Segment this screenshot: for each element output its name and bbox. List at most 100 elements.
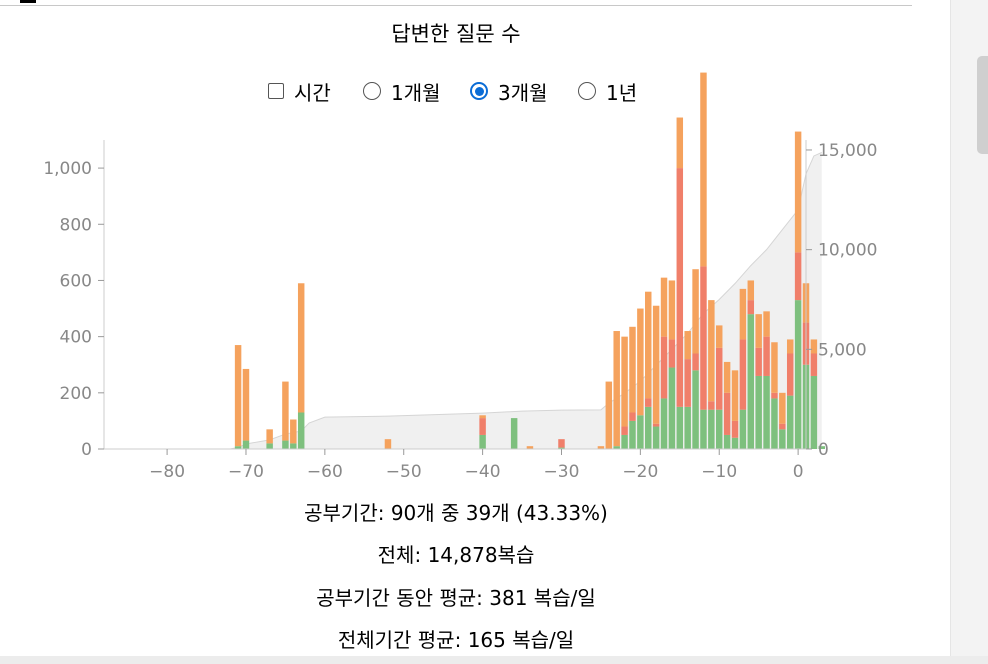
bar-mature [621,434,628,449]
bar-mature [716,409,723,449]
bar-mature [786,395,794,449]
x-tick-label: −80 [149,462,185,482]
radio-circle[interactable] [363,82,381,100]
bar-young [290,419,297,444]
bar-learning [558,439,565,448]
bar-mature [771,398,778,449]
bar-mature [652,426,660,449]
section-divider [0,5,912,6]
bar-young [621,336,628,427]
bar-young [605,381,613,449]
bar-young [747,280,755,301]
range-1-month-radio[interactable]: 1개월 [363,78,441,105]
y-left-tick-label: 800 [60,215,92,235]
bar-young [708,300,715,402]
bar-mature [668,367,676,449]
bar-mature [242,440,250,449]
stat-value: 165 복습/일 [467,628,575,652]
stat-label: 공부기간: [304,501,385,525]
bar-learning [731,420,739,438]
bar-young [755,314,762,348]
x-tick-label: −30 [544,462,580,482]
bar-mature [479,434,486,449]
bar-learning [771,392,778,399]
y-left-tick-label: 400 [60,328,92,348]
bar-mature [676,406,684,449]
bar-learning [723,392,731,435]
bar-young [629,326,636,413]
bar-young [739,288,747,340]
bar-learning [692,353,699,371]
bar-mature [779,429,786,449]
bar-learning [676,168,684,407]
bar-young [731,370,739,421]
bar-mature [739,409,747,449]
bar-young [266,429,273,444]
x-tick-label: −60 [307,462,343,482]
bar-mature [613,446,620,449]
checkbox-box[interactable] [268,83,284,99]
bar-mature [723,434,731,449]
bar-mature [645,406,652,449]
bar-learning [700,266,707,410]
stat-total: 전체: 14,878복습 [0,539,912,568]
bar-learning [794,252,802,301]
y-left-tick-label: 1,000 [43,159,92,179]
chart-title: 답변한 질문 수 [391,22,521,46]
bar-young [723,361,731,393]
radio-circle[interactable] [578,82,596,100]
bar-learning [786,353,794,396]
stat-study-average: 공부기간 동안 평균: 381 복습/일 [0,582,912,611]
bar-mature [731,437,739,449]
bar-mature [818,446,826,449]
bar-learning [652,423,660,427]
bar-learning [479,418,486,435]
bar-learning [629,412,636,421]
bar-mature [558,447,565,449]
range-3-month-radio[interactable]: 3개월 [470,78,548,105]
bar-mature [684,406,691,449]
bar-learning [763,336,770,376]
radio-circle-selected[interactable] [470,82,488,100]
range-3-month-label: 3개월 [498,80,548,105]
top-edge-mark [20,0,36,3]
bar-young [786,339,794,354]
bar-mature [755,375,762,449]
bar-mature [810,375,818,449]
bar-young [234,345,242,447]
bar-mature [763,375,770,449]
bar-learning [755,347,762,376]
bar-mature [234,446,242,449]
bar-learning [739,339,747,410]
bar-mature [266,443,273,449]
x-tick-label: −20 [622,462,658,482]
bar-mature [692,370,699,449]
bar-learning [810,353,818,376]
scrollbar-thumb[interactable] [977,56,988,154]
bar-young [716,325,723,348]
x-tick-label: −70 [228,462,264,482]
bar-young [668,280,676,340]
range-1-year-radio[interactable]: 1년 [578,78,637,105]
bar-mature [708,409,715,449]
bar-young [282,381,289,441]
bar-learning [684,359,691,407]
bar-young [763,311,770,337]
bar-learning [747,300,755,315]
reviews-chart: −80 −70 −60 −50 −40 −30 −20 −10 002004006008001,… [43,72,877,482]
bar-young [794,131,802,253]
bar-learning [708,401,715,410]
bar-learning [621,426,628,435]
range-1-month-label: 1개월 [391,80,441,105]
stat-label: 전체기간 평균: [337,628,462,652]
bar-mature [637,415,644,449]
x-tick-label: −40 [465,462,501,482]
bar-young [676,117,684,169]
bar-mature [660,398,668,449]
panel-edge [950,0,951,664]
time-checkbox[interactable]: 시간 [268,78,331,105]
stat-value: 90개 중 39개 (43.33%) [390,501,608,525]
bar-young [684,331,691,360]
bar-mature [297,412,305,449]
bar-young [479,415,486,419]
